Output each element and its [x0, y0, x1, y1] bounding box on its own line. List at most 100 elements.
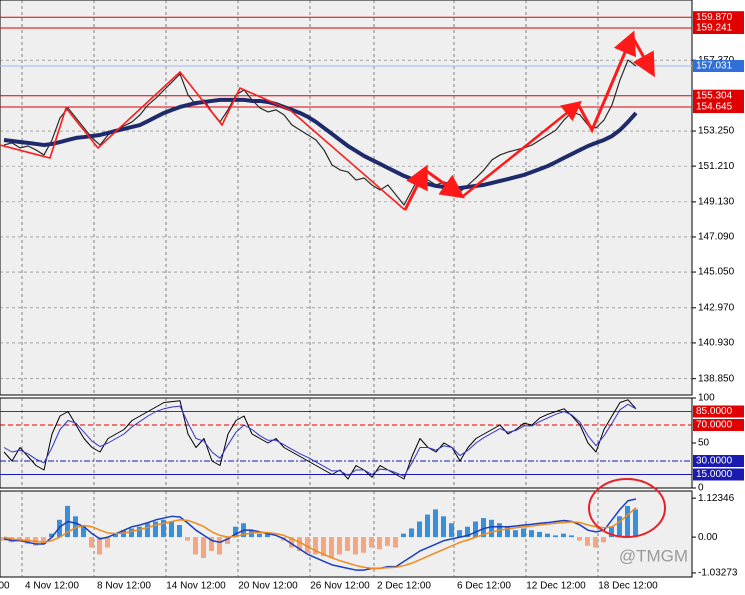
histogram-bar: [137, 526, 142, 538]
y-tick-label: 140.930: [698, 338, 735, 349]
histogram-bar: [361, 537, 366, 553]
y-tick-label: 0: [698, 483, 704, 494]
level-label-box: [693, 468, 744, 481]
level-label: 159.241: [696, 23, 733, 34]
level-label-box: [693, 419, 744, 431]
x-tick-label: 8 Nov 12:00: [97, 581, 151, 592]
annotations: @TMGM: [0, 30, 688, 565]
histogram-bar: [145, 523, 150, 538]
x-tick-label: 4 Nov 12:00: [25, 581, 79, 592]
histogram-bar: [289, 537, 294, 548]
histogram-bar: [97, 537, 102, 555]
histogram-bar: [561, 533, 566, 538]
level-label-box: [693, 11, 744, 24]
histogram-bar: [353, 537, 358, 555]
plot-area: [0, 397, 693, 489]
y-tick-label: 153.250: [698, 126, 735, 137]
level-label: 159.870: [696, 12, 733, 23]
histogram-bar: [1, 537, 6, 541]
series-line: [3, 399, 637, 480]
histogram-bar: [441, 516, 446, 538]
watermark: @TMGM: [619, 546, 688, 565]
histogram-bar: [545, 533, 550, 538]
histogram-bar: [81, 526, 86, 538]
histogram-bar: [233, 526, 238, 538]
level-label-box: [693, 22, 744, 35]
level-label: 154.645: [696, 102, 733, 113]
histogram-bar: [537, 531, 542, 538]
histogram-bar: [521, 528, 526, 538]
histogram-bar: [49, 533, 54, 538]
x-tick-label: 00: [0, 581, 10, 592]
histogram-bar: [225, 537, 230, 545]
histogram-bar: [41, 537, 46, 545]
level-label-box: [693, 405, 744, 418]
histogram-bar: [17, 537, 22, 541]
histogram-bar: [257, 533, 262, 538]
y-tick-label: -1.03273: [698, 568, 738, 579]
level-label-box: [693, 60, 744, 73]
histogram-bar: [105, 537, 110, 548]
histogram-bar: [377, 537, 382, 550]
arrow: [630, 35, 655, 78]
histogram-bar: [369, 537, 374, 548]
histogram-bar: [601, 537, 606, 543]
histogram-bar: [329, 537, 334, 558]
level-label: 157.031: [696, 61, 733, 72]
histogram-bar: [449, 523, 454, 538]
histogram-bar: [609, 526, 614, 538]
highlight-circle: [588, 478, 666, 538]
histogram-bar: [313, 537, 318, 555]
histogram-bar: [593, 537, 598, 548]
y-tick-label: 142.970: [698, 302, 735, 313]
histogram-bar: [489, 519, 494, 538]
y-tick-label: 138.850: [698, 373, 735, 384]
histogram-bar: [201, 537, 206, 558]
level-label: 85.0000: [696, 406, 733, 417]
histogram-bar: [585, 537, 590, 546]
plot-area: [0, 0, 693, 396]
histogram-bar: [193, 537, 198, 555]
y-tick-label: 1.12346: [698, 493, 735, 504]
histogram-bar: [153, 521, 158, 538]
x-tick-label: 20 Nov 12:00: [238, 581, 298, 592]
histogram-bar: [505, 526, 510, 538]
histogram-bar: [161, 519, 166, 538]
histogram-bar: [393, 537, 398, 548]
histogram-bar: [617, 516, 622, 538]
series-line: [3, 498, 637, 571]
level-label-box: [693, 101, 744, 114]
y-tick-label: 149.130: [698, 197, 735, 208]
level-label-box: [693, 89, 744, 102]
histogram-bar: [297, 537, 302, 551]
y-tick-label: 0.00: [698, 532, 718, 543]
series-line: [3, 97, 638, 190]
histogram-bar: [457, 530, 462, 538]
histogram-bar: [529, 530, 534, 538]
histogram-bar: [217, 537, 222, 555]
histogram-bar: [625, 505, 630, 538]
histogram-bar: [425, 514, 430, 538]
histogram-bar: [633, 509, 638, 538]
histogram-bar: [401, 533, 406, 538]
y-tick-label: 147.090: [698, 232, 735, 243]
level-label: 70.0000: [696, 420, 733, 431]
histogram-bar: [337, 537, 342, 555]
series-line: [3, 403, 637, 477]
histogram-bar: [409, 528, 414, 538]
histogram-bar: [553, 535, 558, 538]
arrow: [576, 30, 636, 134]
histogram-bar: [185, 537, 190, 541]
histogram-bar: [89, 537, 94, 548]
histogram-bar: [177, 524, 182, 538]
histogram-bar: [265, 533, 270, 538]
histogram-bar: [113, 533, 118, 538]
histogram-bar: [321, 537, 326, 557]
histogram-bar: [129, 528, 134, 538]
arrow: [461, 100, 582, 198]
level-label: 30.0000: [696, 456, 733, 467]
histogram-bar: [417, 521, 422, 538]
histogram-bar: [209, 537, 214, 551]
x-tick-label: 2 Dec 12:00: [377, 581, 431, 592]
